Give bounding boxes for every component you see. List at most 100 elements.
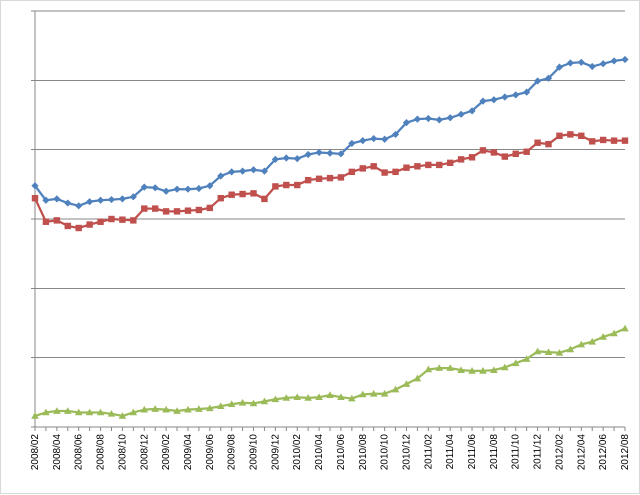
data-point — [511, 359, 520, 367]
x-tick-label: 2012/02 — [554, 434, 565, 471]
data-point — [370, 134, 378, 143]
data-point — [589, 138, 596, 145]
x-tick-label: 2010/04 — [314, 434, 325, 471]
data-point — [566, 345, 575, 353]
data-point — [129, 193, 137, 201]
data-point — [294, 181, 301, 189]
data-point — [380, 389, 389, 397]
data-point — [523, 88, 531, 96]
data-point — [217, 172, 225, 180]
data-point — [227, 400, 236, 407]
data-point — [577, 340, 586, 348]
data-point — [74, 408, 83, 416]
x-tick-label: 2009/02 — [161, 434, 172, 471]
data-point — [118, 195, 127, 203]
x-tick-label: 2011/04 — [445, 434, 456, 470]
data-point — [413, 374, 422, 382]
data-point — [479, 147, 487, 154]
data-point — [446, 159, 454, 167]
data-point — [457, 110, 465, 118]
data-point — [140, 183, 148, 191]
data-point — [523, 148, 530, 155]
data-point — [31, 195, 39, 202]
data-point — [63, 407, 72, 414]
data-point — [42, 218, 50, 225]
x-tick-label: 2011/08 — [489, 434, 500, 470]
data-point — [239, 190, 246, 198]
x-tick-label: 2008/06 — [74, 434, 85, 471]
data-point — [512, 91, 520, 99]
data-point — [522, 355, 531, 362]
data-point — [173, 185, 181, 193]
data-point — [216, 402, 225, 410]
data-point — [304, 150, 312, 159]
x-tick-label: 2011/10 — [511, 434, 522, 470]
data-point — [86, 221, 93, 228]
data-point — [348, 168, 356, 176]
data-point — [293, 155, 301, 163]
x-tick-label: 2009/10 — [249, 434, 260, 471]
data-point — [621, 324, 629, 332]
data-point — [424, 114, 432, 123]
data-point — [545, 140, 552, 148]
data-point — [162, 187, 170, 195]
data-point — [544, 74, 553, 82]
data-point — [217, 195, 224, 202]
data-point — [130, 217, 137, 224]
x-tick-label: 2010/08 — [358, 434, 369, 471]
data-point — [370, 163, 377, 170]
data-point — [195, 184, 203, 193]
data-point — [533, 347, 542, 355]
data-point — [533, 77, 542, 85]
data-point — [588, 337, 597, 345]
data-point — [184, 185, 192, 193]
data-point — [413, 115, 422, 123]
data-point — [392, 168, 399, 176]
data-point — [108, 215, 115, 223]
data-point — [75, 224, 82, 232]
data-point — [260, 167, 269, 175]
data-point — [457, 366, 465, 373]
data-point — [42, 196, 50, 204]
data-point — [337, 174, 345, 181]
data-point — [118, 412, 127, 419]
data-point — [621, 137, 629, 144]
data-point — [315, 393, 323, 401]
data-point — [75, 202, 83, 210]
data-point — [424, 365, 433, 373]
data-point — [228, 191, 235, 198]
data-point — [315, 175, 323, 182]
data-point — [348, 139, 356, 148]
x-tick-label: 2009/12 — [270, 434, 281, 471]
data-point — [53, 195, 61, 203]
data-point — [369, 389, 378, 397]
data-point — [490, 366, 498, 373]
data-point — [610, 329, 618, 337]
data-point — [107, 410, 116, 417]
data-point — [31, 182, 39, 190]
data-point — [64, 222, 71, 230]
data-point — [206, 404, 214, 412]
data-point — [381, 169, 388, 176]
data-point — [610, 137, 618, 144]
data-point — [337, 393, 345, 401]
data-point — [479, 97, 487, 105]
data-point — [129, 408, 138, 416]
data-point — [195, 206, 203, 214]
data-point — [610, 57, 618, 65]
data-point — [184, 207, 192, 214]
data-point — [315, 148, 323, 157]
data-point — [402, 380, 411, 387]
data-point — [86, 198, 94, 206]
data-point — [436, 161, 443, 169]
x-tick-label: 2010/12 — [401, 434, 412, 471]
data-point — [304, 394, 312, 401]
x-tick-label: 2009/08 — [227, 434, 238, 471]
data-point — [544, 348, 553, 355]
data-point — [304, 176, 312, 184]
data-point — [435, 364, 444, 371]
data-point — [119, 216, 126, 223]
x-tick-label: 2012/06 — [598, 434, 609, 471]
gridlines — [35, 10, 625, 359]
